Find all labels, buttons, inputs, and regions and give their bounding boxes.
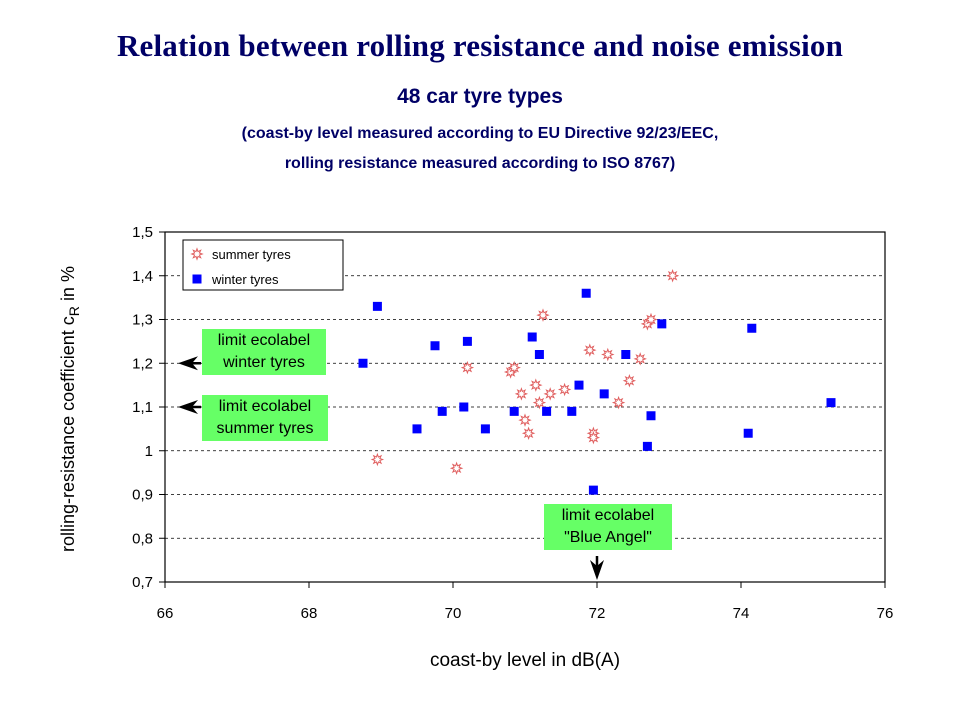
winter-tyre-point (358, 358, 368, 368)
summer-tyre-point (633, 352, 647, 366)
chart-subtitle: 48 car tyre types (397, 85, 563, 108)
winter-tyre-point (527, 332, 537, 342)
summer-tyre-point (644, 312, 658, 327)
summer-tyre-point (370, 452, 385, 467)
winter-tyre-point (588, 485, 598, 495)
winter-tyre-point (599, 389, 609, 399)
winter-tyre-point (743, 428, 753, 438)
summer-tyre-point (532, 395, 547, 410)
winter-tyre-point (412, 424, 422, 434)
annotation-blue-line2: "Blue Angel" (564, 529, 652, 546)
y-tick-label: 1,4 (132, 268, 153, 285)
legend-summer-marker (190, 247, 204, 261)
winter-tyre-point (747, 323, 757, 333)
y-tick-label: 1,3 (132, 312, 153, 329)
summer-tyre-point (507, 360, 521, 375)
y-tick-label: 1 (145, 443, 153, 460)
summer-tyre-point (514, 387, 529, 401)
winter-tyre-point (480, 424, 490, 434)
y-tick-label: 1,5 (132, 224, 153, 241)
annotation-summer-line2: summer tyres (216, 420, 314, 437)
legend-winter-label: winter tyres (211, 272, 279, 287)
summer-tyre-point (521, 426, 536, 440)
winter-tyre-point (642, 441, 652, 451)
summer-tyre-point (460, 360, 475, 375)
winter-tyre-point (574, 380, 584, 390)
summer-tyre-point (622, 374, 637, 388)
annotation-blue-line1: limit ecolabel (561, 507, 655, 524)
winter-tyre-point (581, 288, 591, 298)
winter-tyre-point (459, 402, 469, 412)
winter-tyre-point (430, 341, 440, 351)
summer-tyre-point (536, 308, 550, 322)
winter-tyre-point (509, 406, 519, 416)
annotation-blue-angel-limit: limit ecolabel "Blue Angel" (544, 504, 672, 550)
chart-note-line2: rolling resistance measured according to… (284, 155, 676, 172)
winter-tyre-point (462, 336, 472, 346)
legend-summer-label: summer tyres (212, 247, 291, 262)
summer-tyre-point (611, 395, 626, 410)
y-tick-label: 0,8 (132, 530, 153, 547)
winter-tyre-point (567, 406, 577, 416)
x-tick-label: 66 (157, 605, 174, 622)
arrow-winter-head (178, 356, 198, 371)
summer-tyre-point (586, 430, 601, 445)
summer-tyre-point (557, 382, 572, 397)
x-tick-label: 68 (301, 605, 318, 622)
y-tick-label: 0,7 (132, 574, 153, 591)
summer-tyre-point (449, 461, 464, 475)
summer-tyre-point (518, 413, 532, 427)
summer-tyre-point (543, 387, 557, 401)
annotation-winter-limit: limit ecolabel winter tyres (202, 329, 326, 375)
summer-tyre-point (601, 347, 615, 362)
summer-tyre-point (529, 378, 543, 392)
x-axis-label: coast-by level in dB(A) (430, 650, 620, 671)
legend-winter-marker (192, 274, 202, 284)
legend-box (182, 239, 344, 291)
annotation-winter-line2: winter tyres (223, 354, 305, 371)
chart-title: Relation between rolling resistance and … (116, 28, 844, 63)
y-axis-label: rolling-resistance coefficient cR in % (58, 266, 82, 552)
winter-tyre-point (372, 301, 382, 311)
y-tick-label: 0,9 (132, 487, 153, 504)
summer-tyre-point (665, 269, 680, 283)
arrow-summer-head (178, 400, 198, 414)
winter-tyre-point (542, 406, 552, 416)
y-tick-label: 1,1 (132, 399, 153, 416)
x-tick-label: 74 (733, 605, 750, 622)
winter-tyre-point (657, 319, 667, 329)
winter-tyre-point (437, 406, 447, 416)
winter-tyre-point (646, 411, 656, 421)
plot-area (164, 231, 886, 583)
annotation-winter-line1: limit ecolabel (217, 332, 311, 349)
x-tick-label: 76 (877, 605, 894, 622)
x-tick-label: 70 (445, 605, 462, 622)
arrow-blue-angel-head (590, 560, 604, 580)
y-tick-label: 1,2 (132, 355, 153, 372)
x-tick-label: 72 (589, 605, 606, 622)
chart-note-line1: (coast-by level measured according to EU… (241, 125, 719, 142)
winter-tyre-point (826, 398, 836, 408)
winter-tyre-point (621, 350, 631, 359)
annotation-summer-limit: limit ecolabel summer tyres (202, 395, 328, 441)
winter-tyre-point (534, 350, 544, 359)
annotation-summer-line1: limit ecolabel (218, 398, 312, 415)
summer-tyre-point (583, 343, 597, 357)
